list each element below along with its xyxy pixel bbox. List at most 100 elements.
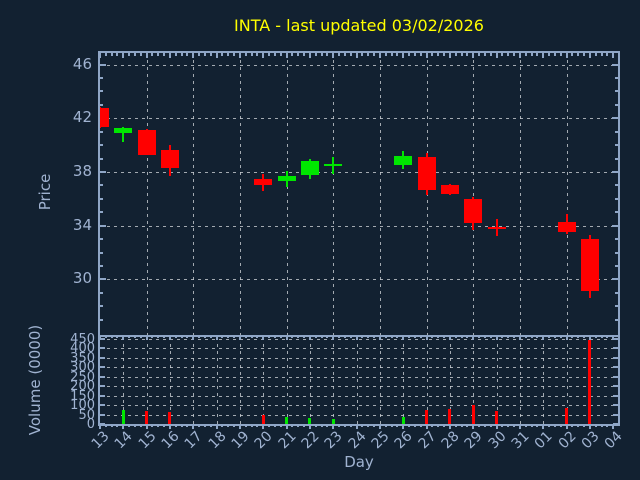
y-tick bbox=[100, 413, 105, 416]
x-tick bbox=[291, 53, 294, 56]
x-tick bbox=[122, 334, 125, 340]
volume-bar bbox=[121, 409, 125, 424]
x-tick bbox=[157, 424, 160, 427]
x-tick bbox=[192, 424, 195, 429]
x-tick bbox=[489, 334, 492, 338]
candle-body bbox=[417, 157, 436, 191]
x-tick bbox=[139, 424, 142, 427]
volume-tick-label: 150 bbox=[70, 388, 95, 404]
volume-gridline bbox=[519, 337, 521, 424]
x-tick bbox=[128, 53, 131, 56]
x-tick bbox=[454, 334, 457, 338]
x-tick bbox=[478, 53, 481, 56]
x-tick bbox=[466, 424, 469, 427]
x-tick bbox=[221, 334, 224, 338]
x-tick bbox=[413, 424, 416, 427]
y-tick bbox=[612, 170, 618, 173]
x-tick bbox=[320, 334, 323, 338]
x-tick bbox=[507, 334, 510, 338]
x-tick bbox=[583, 424, 586, 427]
x-tick bbox=[332, 424, 335, 429]
volume-gridline bbox=[379, 337, 381, 424]
x-tick bbox=[361, 424, 364, 427]
x-tick bbox=[262, 334, 265, 340]
x-tick bbox=[367, 334, 370, 338]
price-tick-label: 38 bbox=[72, 161, 92, 180]
x-tick bbox=[279, 334, 282, 338]
x-tick bbox=[390, 424, 393, 427]
x-tick bbox=[443, 53, 446, 56]
y-tick bbox=[612, 63, 618, 66]
y-tick bbox=[615, 130, 618, 133]
x-tick bbox=[116, 334, 119, 338]
y-tick bbox=[100, 394, 105, 397]
y-tick bbox=[100, 305, 103, 308]
volume-gridline bbox=[496, 337, 498, 424]
x-tick bbox=[396, 53, 399, 56]
x-tick bbox=[227, 53, 230, 56]
volume-tick-label: 450 bbox=[70, 331, 95, 347]
x-tick bbox=[133, 334, 136, 338]
x-tick bbox=[402, 424, 405, 429]
x-tick bbox=[530, 53, 533, 56]
x-tick bbox=[157, 334, 160, 338]
candle-body bbox=[300, 160, 319, 175]
x-tick bbox=[285, 53, 288, 58]
x-tick bbox=[565, 334, 568, 340]
x-tick bbox=[174, 53, 177, 56]
x-tick bbox=[139, 334, 142, 338]
x-tick bbox=[250, 334, 253, 338]
y-tick bbox=[100, 337, 105, 340]
x-tick bbox=[431, 334, 434, 338]
x-tick bbox=[542, 53, 545, 58]
x-tick bbox=[244, 424, 247, 427]
price-series bbox=[100, 53, 618, 335]
x-tick bbox=[110, 424, 113, 427]
x-tick bbox=[326, 53, 329, 56]
x-tick bbox=[565, 424, 568, 429]
x-tick bbox=[192, 53, 195, 58]
volume-bar bbox=[285, 417, 289, 424]
x-tick bbox=[99, 334, 101, 340]
price-tick-label: 42 bbox=[72, 108, 92, 127]
x-tick bbox=[507, 424, 510, 427]
candle-body bbox=[160, 149, 179, 168]
y-tick bbox=[612, 224, 618, 227]
volume-tick-label: 350 bbox=[70, 350, 95, 366]
volume-bar bbox=[168, 412, 172, 424]
x-tick bbox=[180, 334, 183, 338]
candle-body bbox=[254, 178, 273, 186]
volume-tick-label: 300 bbox=[70, 360, 95, 376]
volume-tick-label: 250 bbox=[70, 369, 95, 385]
x-tick bbox=[238, 334, 241, 340]
x-tick bbox=[326, 424, 329, 427]
volume-gridline bbox=[100, 395, 618, 397]
y-tick bbox=[100, 144, 103, 147]
x-tick bbox=[297, 53, 300, 56]
volume-bar bbox=[308, 418, 312, 424]
volume-bar bbox=[448, 409, 452, 424]
x-tick bbox=[437, 334, 440, 338]
x-tick bbox=[110, 53, 113, 56]
y-tick bbox=[615, 264, 618, 267]
x-tick bbox=[571, 334, 574, 338]
volume-gridline bbox=[100, 367, 618, 369]
x-tick bbox=[495, 334, 498, 340]
x-tick bbox=[221, 53, 224, 56]
y-tick bbox=[612, 278, 618, 281]
x-tick bbox=[548, 424, 551, 427]
y-tick bbox=[100, 375, 105, 378]
x-tick bbox=[559, 424, 562, 427]
volume-gridline bbox=[286, 337, 288, 424]
volume-gridline bbox=[100, 357, 618, 359]
x-tick bbox=[571, 53, 574, 56]
volume-plot bbox=[98, 335, 620, 426]
volume-gridline bbox=[123, 337, 125, 424]
x-tick bbox=[174, 334, 177, 338]
x-tick bbox=[99, 53, 101, 58]
volume-gridline bbox=[100, 348, 618, 350]
x-tick bbox=[303, 53, 306, 56]
y-tick bbox=[100, 130, 103, 133]
x-tick bbox=[553, 424, 556, 427]
x-tick bbox=[577, 53, 580, 56]
